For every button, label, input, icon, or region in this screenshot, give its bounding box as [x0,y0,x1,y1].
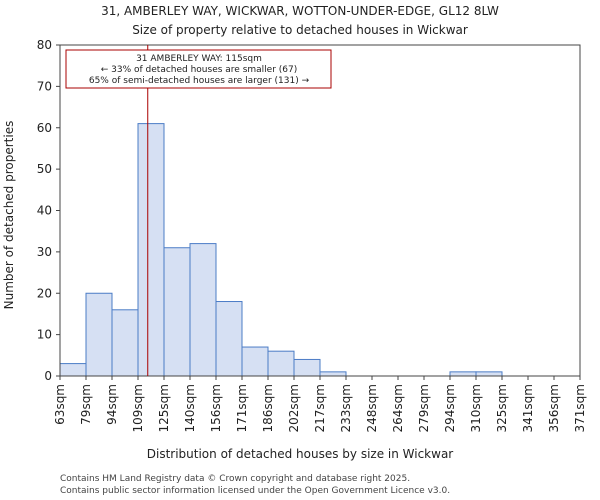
x-tick-label: 264sqm [391,384,405,432]
histogram-bar [241,346,269,377]
histogram-bar [111,309,139,377]
x-tick-label: 125sqm [157,384,171,432]
x-tick-label: 217sqm [313,384,327,432]
y-tick-label: 80 [37,38,52,52]
x-tick-label: 371sqm [573,384,587,432]
x-axis-label: Distribution of detached houses by size … [147,447,454,461]
x-tick-label: 233sqm [339,384,353,432]
footer-line-1: Contains HM Land Registry data © Crown c… [60,474,410,484]
x-tick-label: 310sqm [469,384,483,432]
histogram-bar [293,358,321,377]
annotation-line-1: 31 AMBERLEY WAY: 115sqm [136,54,262,64]
histogram-bar [215,301,243,377]
y-axis-label: Number of detached properties [2,121,16,310]
histogram-bar [319,371,347,377]
x-axis-ticks: 63sqm 79sqm 94sqm 109sqm 125sqm 140sqm 156sqm 1… [53,376,587,432]
annotation-line-3: 65% of semi-detached houses are larger (… [89,76,310,86]
footer-line-2: Contains public sector information licen… [60,486,450,496]
x-tick-label: 248sqm [365,384,379,432]
y-tick-label: 40 [37,204,52,218]
annotation-line-2: ← 33% of detached houses are smaller (67… [101,65,298,75]
y-tick-label: 30 [37,245,52,259]
chart-subtitle: Size of property relative to detached ho… [132,23,468,37]
x-tick-label: 156sqm [209,384,223,432]
x-tick-label: 140sqm [183,384,197,432]
annotation-box: 31 AMBERLEY WAY: 115sqm ← 33% of detache… [65,49,332,89]
x-tick-label: 279sqm [417,384,431,432]
histogram-bar [475,371,503,377]
x-tick-label: 79sqm [79,384,93,425]
y-tick-label: 20 [37,286,52,300]
y-tick-label: 60 [37,121,52,135]
y-tick-label: 70 [37,79,52,93]
x-tick-label: 171sqm [235,384,249,432]
y-axis-ticks: 0 10 20 30 40 50 60 70 80 [37,38,60,383]
histogram-bar [163,247,191,377]
x-tick-label: 341sqm [521,384,535,432]
x-tick-label: 109sqm [131,384,145,432]
histogram-bar [449,371,477,377]
x-tick-label: 294sqm [443,384,457,432]
histogram-bar [85,292,113,377]
histogram-bar [189,243,217,377]
x-tick-label: 325sqm [495,384,509,432]
x-tick-label: 94sqm [105,384,119,425]
histogram-bar [137,123,165,377]
y-tick-label: 10 [37,328,52,342]
x-tick-label: 186sqm [261,384,275,432]
annotation-border [65,49,332,89]
y-tick-label: 0 [44,369,52,383]
chart-title: 31, AMBERLEY WAY, WICKWAR, WOTTON-UNDER-… [101,4,499,18]
y-tick-label: 50 [37,162,52,176]
histogram-bar [267,350,295,377]
x-tick-label: 63sqm [53,384,67,425]
histogram-bars [59,123,503,377]
x-tick-label: 356sqm [547,384,561,432]
x-tick-label: 202sqm [287,384,301,432]
histogram-bar [59,363,87,377]
